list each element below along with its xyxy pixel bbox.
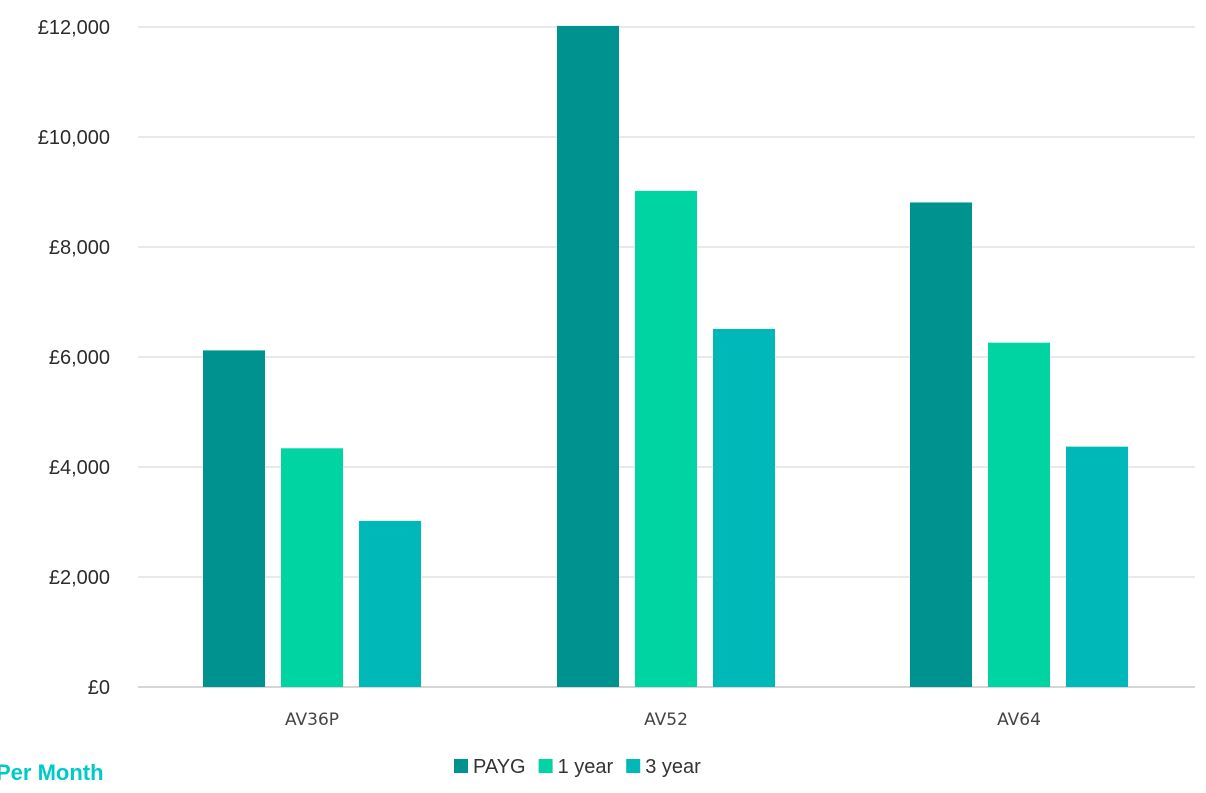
legend-label: 1 year [558,756,614,778]
y-tick-label: £4,000 [49,457,110,479]
y-tick-label: £12,000 [38,17,110,39]
x-tick-label: AV52 [644,710,688,730]
y-tick-label: £6,000 [49,347,110,369]
y-tick-label: £2,000 [49,567,110,589]
bar-av36p-payg [203,350,265,687]
bar-av64-3-year [1066,446,1128,687]
bar-av64-1-year [988,342,1050,687]
chart-caption: Per Month [0,760,104,785]
legend-label: PAYG [473,756,526,778]
bar-av52-1-year [635,190,697,687]
bar-av36p-3-year [359,520,421,687]
legend-swatch [626,759,641,773]
legend-label: 3 year [645,756,701,778]
bar-av64-payg [910,202,972,687]
y-tick-label: £10,000 [38,127,110,149]
x-tick-label: AV36P [285,710,339,730]
y-tick-label: £0 [88,677,110,699]
bars [203,25,1128,687]
y-axis-tick-labels: £0 £2,000 £4,000 £6,000 £8,000 £10,000 £12,000 [38,17,110,699]
bar-av52-3-year [713,328,775,687]
bar-av36p-1-year [281,448,343,687]
legend-swatch [454,759,468,773]
legend: PAYG 1 year 3 year [454,756,701,778]
bar-av52-payg [557,25,619,687]
y-tick-label: £8,000 [49,237,110,259]
x-axis-tick-labels: AV36P AV52 AV64 [285,710,1041,730]
legend-swatch [538,759,553,773]
x-tick-label: AV64 [997,710,1041,730]
